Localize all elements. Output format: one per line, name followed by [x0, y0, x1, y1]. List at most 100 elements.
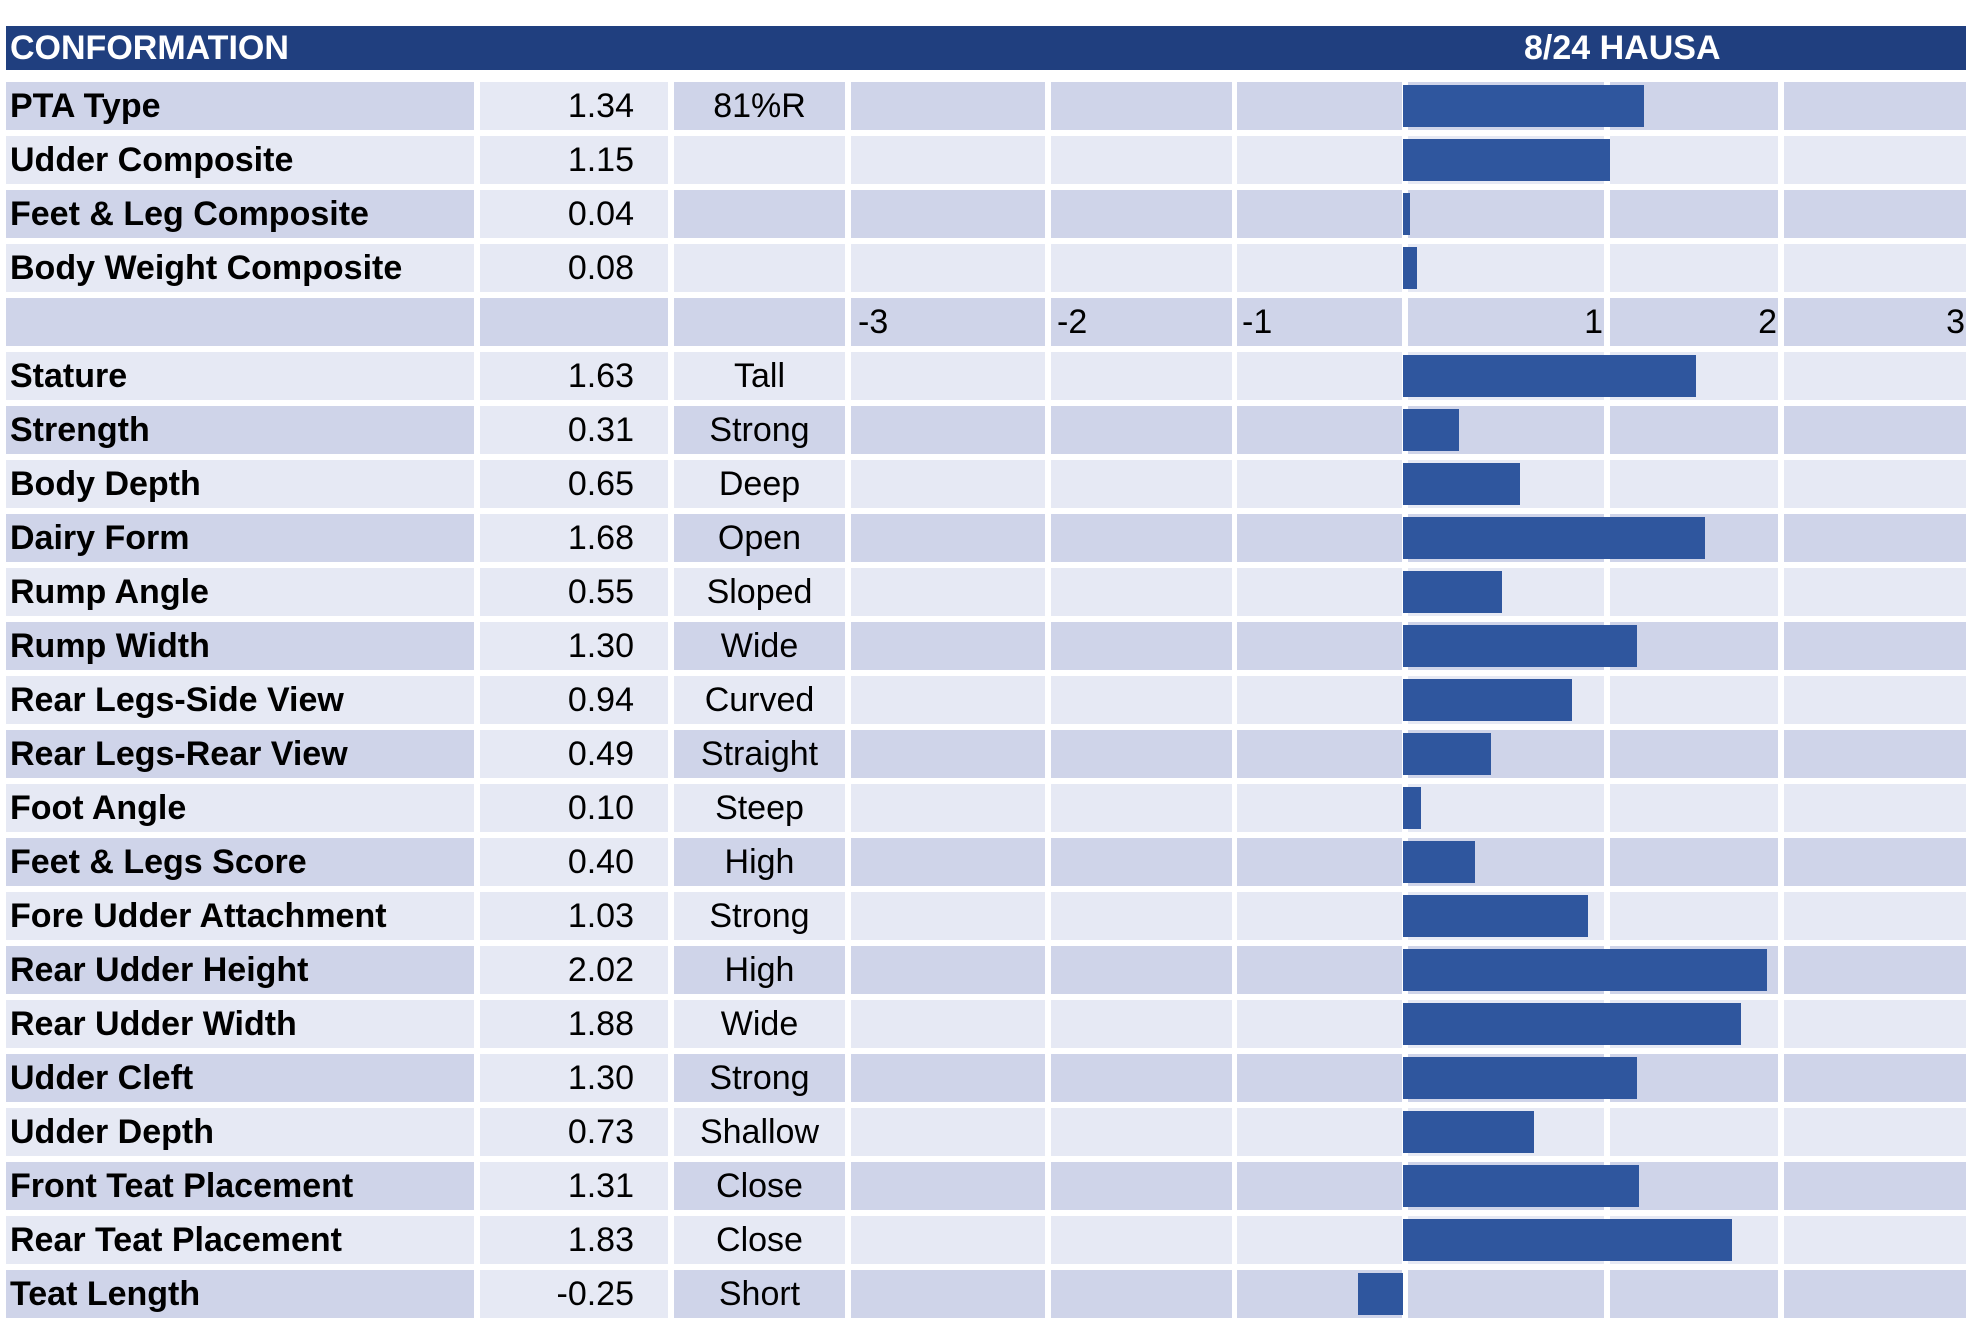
trait-value: 1.30 — [480, 1054, 668, 1102]
value-bar — [1403, 787, 1421, 829]
plot-cell — [1237, 244, 1402, 292]
trait-value: 1.68 — [480, 514, 668, 562]
plot-cell — [1784, 1000, 1966, 1048]
plot-cell — [1237, 838, 1402, 886]
plot-cell — [1237, 730, 1402, 778]
plot-cell — [1051, 190, 1232, 238]
trait-label: Rear Legs-Side View — [6, 676, 474, 724]
trait-description: High — [674, 838, 845, 886]
plot-cell — [1237, 136, 1402, 184]
value-bar — [1403, 1111, 1535, 1153]
plot-cell — [1784, 784, 1966, 832]
trait-label: Rump Width — [6, 622, 474, 670]
plot-cell — [1237, 784, 1402, 832]
plot-cell — [1610, 676, 1778, 724]
trait-value: 1.30 — [480, 622, 668, 670]
x-tick-label: 2 — [1758, 303, 1777, 341]
plot-cell — [1237, 1162, 1402, 1210]
trait-description: Strong — [674, 1054, 845, 1102]
trait-value: 0.08 — [480, 244, 668, 292]
plot-cell — [1051, 784, 1232, 832]
trait-description: Straight — [674, 730, 845, 778]
plot-cell — [1051, 730, 1232, 778]
axis-row-cell — [1610, 298, 1778, 346]
plot-cell — [1237, 1000, 1402, 1048]
plot-cell — [1051, 1216, 1232, 1264]
trait-description: Short — [674, 1270, 845, 1318]
plot-cell — [851, 406, 1045, 454]
trait-value: 1.88 — [480, 1000, 668, 1048]
x-tick-label: 1 — [1584, 303, 1603, 341]
value-bar — [1403, 1219, 1733, 1261]
trait-label: Body Depth — [6, 460, 474, 508]
value-bar — [1403, 1057, 1637, 1099]
plot-cell — [1784, 82, 1966, 130]
trait-label: Stature — [6, 352, 474, 400]
trait-value: 0.55 — [480, 568, 668, 616]
axis-row-cell — [1237, 298, 1402, 346]
trait-value: 0.04 — [480, 190, 668, 238]
plot-cell — [851, 460, 1045, 508]
plot-cell — [1051, 1108, 1232, 1156]
plot-cell — [1237, 1216, 1402, 1264]
plot-cell — [1610, 406, 1778, 454]
plot-cell — [851, 514, 1045, 562]
plot-cell — [1784, 622, 1966, 670]
plot-cell — [1051, 892, 1232, 940]
value-bar — [1403, 733, 1492, 775]
value-bar — [1403, 895, 1589, 937]
trait-value: 1.34 — [480, 82, 668, 130]
plot-cell — [1051, 838, 1232, 886]
plot-cell — [1784, 136, 1966, 184]
chart-title: CONFORMATION — [10, 29, 289, 67]
plot-cell — [1237, 1054, 1402, 1102]
plot-cell — [1051, 352, 1232, 400]
plot-cell — [1051, 622, 1232, 670]
trait-description: Sloped — [674, 568, 845, 616]
axis-row-cell — [674, 298, 845, 346]
plot-cell — [1051, 1054, 1232, 1102]
plot-cell — [1784, 1162, 1966, 1210]
trait-description: Strong — [674, 892, 845, 940]
plot-cell — [1610, 730, 1778, 778]
plot-cell — [1610, 892, 1778, 940]
plot-cell — [1784, 514, 1966, 562]
plot-cell — [1784, 190, 1966, 238]
plot-cell — [1610, 190, 1778, 238]
plot-cell — [851, 838, 1045, 886]
trait-label: Udder Composite — [6, 136, 474, 184]
trait-value: 1.31 — [480, 1162, 668, 1210]
trait-label: Udder Cleft — [6, 1054, 474, 1102]
trait-label: Dairy Form — [6, 514, 474, 562]
value-bar — [1403, 247, 1418, 289]
value-bar — [1403, 517, 1706, 559]
value-bar — [1403, 193, 1411, 235]
x-tick-label: -3 — [858, 303, 889, 341]
trait-value: 0.40 — [480, 838, 668, 886]
plot-cell — [1237, 82, 1402, 130]
value-bar — [1403, 571, 1502, 613]
plot-cell — [1237, 514, 1402, 562]
trait-description: Deep — [674, 460, 845, 508]
plot-cell — [1051, 1162, 1232, 1210]
plot-cell — [1784, 1270, 1966, 1318]
trait-label: Udder Depth — [6, 1108, 474, 1156]
plot-cell — [1237, 460, 1402, 508]
plot-cell — [1610, 622, 1778, 670]
plot-cell — [851, 82, 1045, 130]
trait-label: Feet & Legs Score — [6, 838, 474, 886]
trait-value: 0.73 — [480, 1108, 668, 1156]
plot-cell — [851, 676, 1045, 724]
axis-row-cell — [1051, 298, 1232, 346]
plot-cell — [1784, 1216, 1966, 1264]
plot-cell — [851, 622, 1045, 670]
plot-cell — [1237, 406, 1402, 454]
plot-cell — [851, 190, 1045, 238]
value-bar — [1403, 85, 1645, 127]
plot-cell — [1408, 784, 1604, 832]
plot-cell — [851, 1216, 1045, 1264]
trait-description: Close — [674, 1216, 845, 1264]
plot-cell — [1610, 244, 1778, 292]
trait-description: Curved — [674, 676, 845, 724]
value-bar — [1403, 949, 1767, 991]
